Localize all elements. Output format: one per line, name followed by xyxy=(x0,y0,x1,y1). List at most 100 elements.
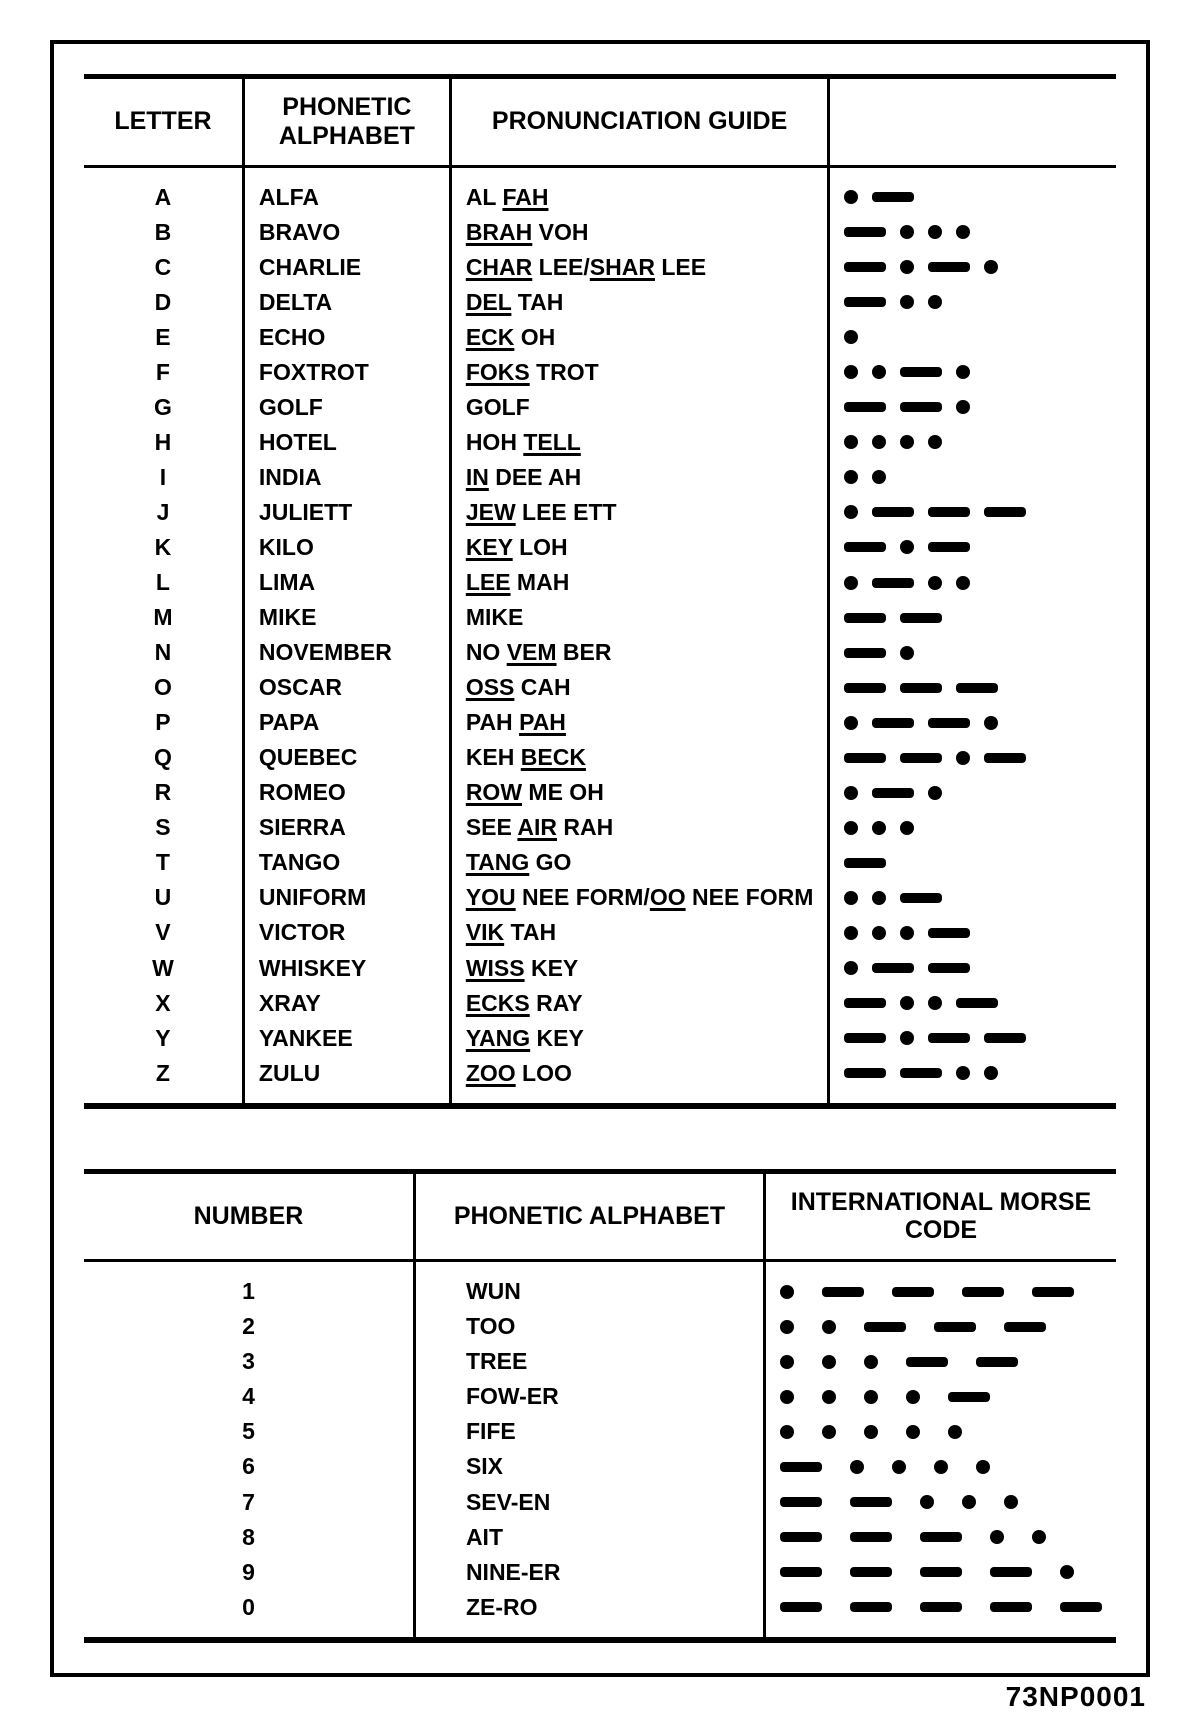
cell-letter: H xyxy=(84,425,243,460)
morse-dash-icon xyxy=(844,542,886,552)
pronunciation-text: IN DEE AH xyxy=(466,464,581,490)
morse-dot-icon xyxy=(956,576,970,590)
cell-phonetic: TREE xyxy=(414,1344,764,1379)
table-row: JJULIETTJEW LEE ETT xyxy=(84,495,1116,530)
cell-letter: F xyxy=(84,355,243,390)
cell-phonetic: JULIETT xyxy=(243,495,450,530)
pronunciation-text: VIK TAH xyxy=(466,919,556,945)
cell-pronunciation: BRAH VOH xyxy=(450,215,829,250)
cell-pronunciation: ROW ME OH xyxy=(450,775,829,810)
cell-phonetic: ALFA xyxy=(243,166,450,215)
table-row: 8AIT xyxy=(84,1520,1116,1555)
cell-phonetic: KILO xyxy=(243,530,450,565)
morse-dash-icon xyxy=(928,928,970,938)
morse-code xyxy=(844,953,1102,984)
cell-phonetic: AIT xyxy=(414,1520,764,1555)
morse-dash-icon xyxy=(906,1357,948,1367)
morse-dash-icon xyxy=(844,683,886,693)
cell-letter: I xyxy=(84,460,243,495)
cell-phonetic: YANKEE xyxy=(243,1021,450,1056)
pronunciation-text: ECK OH xyxy=(466,324,555,350)
cell-morse xyxy=(829,530,1116,565)
morse-dash-icon xyxy=(844,648,886,658)
morse-dash-icon xyxy=(920,1532,962,1542)
morse-dot-icon xyxy=(928,996,942,1010)
cell-phonetic: PAPA xyxy=(243,705,450,740)
morse-dot-icon xyxy=(780,1425,794,1439)
cell-phonetic: LIMA xyxy=(243,565,450,600)
morse-code xyxy=(780,1487,1102,1518)
cell-morse xyxy=(829,705,1116,740)
cell-pronunciation: OSS CAH xyxy=(450,670,829,705)
table-row: OOSCAROSS CAH xyxy=(84,670,1116,705)
cell-phonetic: NOVEMBER xyxy=(243,635,450,670)
cell-morse xyxy=(765,1309,1117,1344)
cell-morse xyxy=(829,425,1116,460)
morse-dash-icon xyxy=(844,262,886,272)
cell-phonetic: UNIFORM xyxy=(243,880,450,915)
cell-number: 6 xyxy=(84,1449,414,1484)
cell-pronunciation: PAH PAH xyxy=(450,705,829,740)
letters-header-row: LETTER PHONETIC ALPHABET PRONUNCIATION G… xyxy=(84,77,1116,167)
cell-morse xyxy=(765,1344,1117,1379)
table-row: DDELTADEL TAH xyxy=(84,285,1116,320)
cell-letter: V xyxy=(84,915,243,950)
morse-dot-icon xyxy=(844,330,858,344)
morse-dash-icon xyxy=(844,297,886,307)
pronunciation-text: CHAR LEE/SHAR LEE xyxy=(466,254,706,280)
morse-dot-icon xyxy=(844,786,858,800)
morse-code xyxy=(844,707,1102,738)
cell-number: 0 xyxy=(84,1590,414,1640)
morse-dot-icon xyxy=(984,260,998,274)
cell-pronunciation: FOKS TROT xyxy=(450,355,829,390)
morse-code xyxy=(844,252,1102,283)
morse-dash-icon xyxy=(1060,1602,1102,1612)
morse-dot-icon xyxy=(900,260,914,274)
morse-dash-icon xyxy=(984,507,1026,517)
pronunciation-text: ECKS RAY xyxy=(466,990,583,1016)
cell-morse xyxy=(829,166,1116,215)
morse-dash-icon xyxy=(962,1287,1004,1297)
morse-code xyxy=(844,847,1102,878)
cell-morse xyxy=(765,1485,1117,1520)
cell-letter: U xyxy=(84,880,243,915)
morse-dash-icon xyxy=(780,1462,822,1472)
morse-dash-icon xyxy=(1032,1287,1074,1297)
morse-dot-icon xyxy=(956,400,970,414)
table-row: PPAPAPAH PAH xyxy=(84,705,1116,740)
morse-code xyxy=(780,1522,1102,1553)
morse-code xyxy=(844,602,1102,633)
morse-dot-icon xyxy=(780,1390,794,1404)
table-row: HHOTELHOH TELL xyxy=(84,425,1116,460)
cell-pronunciation: NO VEM BER xyxy=(450,635,829,670)
morse-dot-icon xyxy=(900,540,914,554)
table-row: MMIKEMIKE xyxy=(84,600,1116,635)
cell-phonetic: FOW-ER xyxy=(414,1379,764,1414)
cell-letter: Q xyxy=(84,740,243,775)
cell-pronunciation: LEE MAH xyxy=(450,565,829,600)
table-row: UUNIFORMYOU NEE FORM/OO NEE FORM xyxy=(84,880,1116,915)
morse-dot-icon xyxy=(864,1425,878,1439)
cell-morse xyxy=(829,986,1116,1021)
morse-code xyxy=(844,917,1102,948)
morse-dash-icon xyxy=(780,1497,822,1507)
morse-code xyxy=(844,988,1102,1019)
morse-dot-icon xyxy=(780,1285,794,1299)
cell-pronunciation: KEY LOH xyxy=(450,530,829,565)
morse-code xyxy=(844,287,1102,318)
cell-pronunciation: KEH BECK xyxy=(450,740,829,775)
cell-phonetic: FIFE xyxy=(414,1414,764,1449)
morse-dot-icon xyxy=(984,716,998,730)
table-row: YYANKEEYANG KEY xyxy=(84,1021,1116,1056)
cell-phonetic: ZE-RO xyxy=(414,1590,764,1640)
pronunciation-text: WISS KEY xyxy=(466,955,578,981)
morse-dash-icon xyxy=(872,963,914,973)
cell-number: 3 xyxy=(84,1344,414,1379)
morse-dot-icon xyxy=(900,646,914,660)
numbers-table: NUMBER PHONETIC ALPHABET INTERNATIONAL M… xyxy=(84,1169,1116,1643)
header-morse-num: INTERNATIONAL MORSE CODE xyxy=(765,1171,1117,1261)
pronunciation-text: ZOO LOO xyxy=(466,1060,572,1086)
cell-letter: D xyxy=(84,285,243,320)
table-row: WWHISKEYWISS KEY xyxy=(84,951,1116,986)
morse-dot-icon xyxy=(906,1390,920,1404)
